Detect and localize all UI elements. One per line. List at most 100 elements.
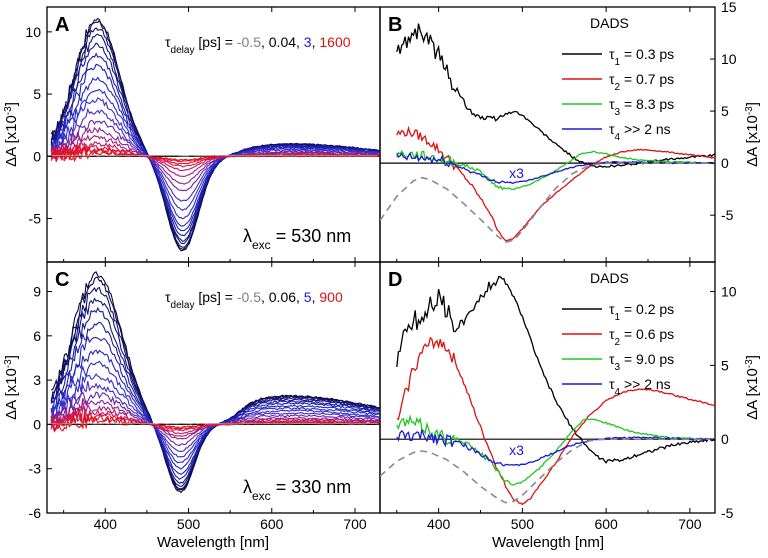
y-tick-label: 9 bbox=[33, 284, 41, 300]
delay-tau-subscript: delay bbox=[171, 45, 195, 56]
y-axis-label: ΔA [x10-3] bbox=[744, 102, 762, 167]
dads-line-tau3 bbox=[396, 149, 715, 191]
transient-spectrum bbox=[50, 17, 380, 252]
x-tick-label: 700 bbox=[343, 516, 367, 532]
x-tick-label: 700 bbox=[678, 516, 702, 532]
delay-unit: [ps] = bbox=[194, 289, 236, 305]
y-tick-label: 5 bbox=[721, 357, 729, 373]
y-axis-label: ΔA [x10-3] bbox=[3, 355, 21, 420]
x-tick-label: 400 bbox=[427, 516, 451, 532]
legend-tau-symbol: τ bbox=[609, 46, 615, 62]
x-tick-label: 600 bbox=[594, 516, 618, 532]
y-axis-label-exponent: -3 bbox=[744, 359, 755, 368]
dads-line-tau1 bbox=[396, 275, 715, 464]
y-tick-label: -5 bbox=[721, 505, 734, 521]
delay-value: 3 bbox=[304, 34, 312, 50]
y-tick-label: 5 bbox=[721, 103, 729, 119]
pre-zero-spectrum bbox=[51, 422, 378, 425]
x-axis-label: Wavelength [nm] bbox=[157, 534, 269, 551]
y-axis-label-exponent: -3 bbox=[3, 359, 14, 368]
transient-spectrum bbox=[50, 76, 380, 227]
delay-tau-symbol: τ bbox=[165, 34, 171, 50]
delay-separator: , bbox=[312, 34, 320, 50]
legend-tau-symbol: τ bbox=[609, 351, 615, 367]
legend-tau-index: 4 bbox=[615, 132, 621, 143]
delay-value: 5 bbox=[304, 289, 312, 305]
legend-title: DADS bbox=[590, 270, 629, 286]
legend-tau-index: 3 bbox=[615, 107, 621, 118]
pre-zero-spectrum bbox=[51, 154, 378, 157]
excitation-annotation: λexc = 330 nm bbox=[243, 477, 351, 503]
y-tick-label: 0 bbox=[33, 416, 41, 432]
y-axis-label-main: ΔA [x10 bbox=[3, 115, 20, 167]
y-tick-label: 10 bbox=[25, 24, 41, 40]
delay-separator: , bbox=[296, 34, 304, 50]
legend-tau-value: = 0.2 ps bbox=[620, 301, 674, 317]
legend-tau-symbol: τ bbox=[609, 326, 615, 342]
y-tick-label: 5 bbox=[33, 86, 41, 102]
transient-spectrum bbox=[51, 335, 380, 476]
legend-tau-value: = 0.6 ps bbox=[620, 326, 674, 342]
legend-label-tau3: τ3 = 8.3 ps bbox=[609, 96, 674, 118]
transient-spectrum bbox=[50, 297, 380, 487]
dads-line-tau1 bbox=[396, 23, 715, 168]
transient-spectrum bbox=[50, 146, 380, 163]
plot-area bbox=[380, 275, 715, 506]
transient-spectrum bbox=[50, 88, 380, 220]
excitation-subscript: exc bbox=[252, 489, 271, 503]
legend-tau-index: 2 bbox=[615, 337, 621, 348]
delay-value: -0.5 bbox=[237, 289, 261, 305]
delay-separator: , bbox=[312, 289, 320, 305]
legend-tau-symbol: τ bbox=[609, 96, 615, 112]
y-tick-label: 10 bbox=[721, 51, 737, 67]
y-tick-label: -5 bbox=[29, 210, 42, 226]
y-tick-label: 0 bbox=[33, 148, 41, 164]
legend-tau-symbol: τ bbox=[609, 376, 615, 392]
y-tick-label: -5 bbox=[721, 207, 734, 223]
excitation-lambda: λ bbox=[243, 477, 252, 497]
y-axis-label-exponent: -3 bbox=[744, 106, 755, 115]
transient-spectrum bbox=[50, 413, 380, 433]
scale-note: x3 bbox=[509, 165, 524, 181]
x-tick-label: 600 bbox=[260, 516, 284, 532]
panel-frames bbox=[46, 6, 716, 514]
excitation-annotation: λexc = 530 nm bbox=[243, 226, 351, 252]
legend-tau-symbol: τ bbox=[609, 71, 615, 87]
plot-area bbox=[47, 17, 380, 252]
panel-frame bbox=[379, 261, 716, 514]
delay-legend: τdelay [ps] = -0.5, 0.04, 3, 1600 bbox=[165, 34, 351, 56]
legend-tau-symbol: τ bbox=[609, 301, 615, 317]
legend-tau-value: = 0.7 ps bbox=[620, 71, 674, 87]
dads-line-tau3 bbox=[396, 414, 715, 486]
x-axis-label: Wavelength [nm] bbox=[492, 534, 604, 551]
delay-legend: τdelay [ps] = -0.5, 0.06, 5, 900 bbox=[165, 289, 343, 311]
dads-line-tau2 bbox=[396, 336, 715, 506]
y-axis-label-close: ] bbox=[744, 355, 761, 359]
panel-letter: D bbox=[388, 269, 402, 291]
dads-line-tau4 bbox=[396, 429, 715, 467]
x-tick-label: 500 bbox=[511, 516, 535, 532]
transient-spectrum bbox=[50, 19, 380, 251]
y-axis-label-main: ΔA [x10 bbox=[744, 115, 761, 167]
panel-letter: B bbox=[388, 14, 402, 36]
legend-tau-value: = 9.0 ps bbox=[620, 351, 674, 367]
transient-spectrum bbox=[50, 134, 380, 178]
y-tick-label: 10 bbox=[721, 284, 737, 300]
delay-value: 0.04 bbox=[269, 34, 296, 50]
x-tick-label: 400 bbox=[94, 516, 118, 532]
steady-state-spectrum bbox=[380, 162, 715, 244]
y-axis-label-main: ΔA [x10 bbox=[3, 368, 20, 420]
transient-spectrum bbox=[50, 286, 380, 490]
plot-area bbox=[47, 271, 380, 494]
y-tick-label: -6 bbox=[29, 505, 42, 521]
legend-label-tau2: τ2 = 0.7 ps bbox=[609, 71, 674, 93]
transient-spectrum bbox=[50, 42, 380, 243]
legend-label-tau1: τ1 = 0.3 ps bbox=[609, 46, 674, 68]
delay-separator: , bbox=[261, 34, 269, 50]
y-axis-label: ΔA [x10-3] bbox=[3, 102, 21, 167]
excitation-subscript: exc bbox=[252, 238, 271, 252]
transient-spectrum bbox=[50, 276, 380, 491]
